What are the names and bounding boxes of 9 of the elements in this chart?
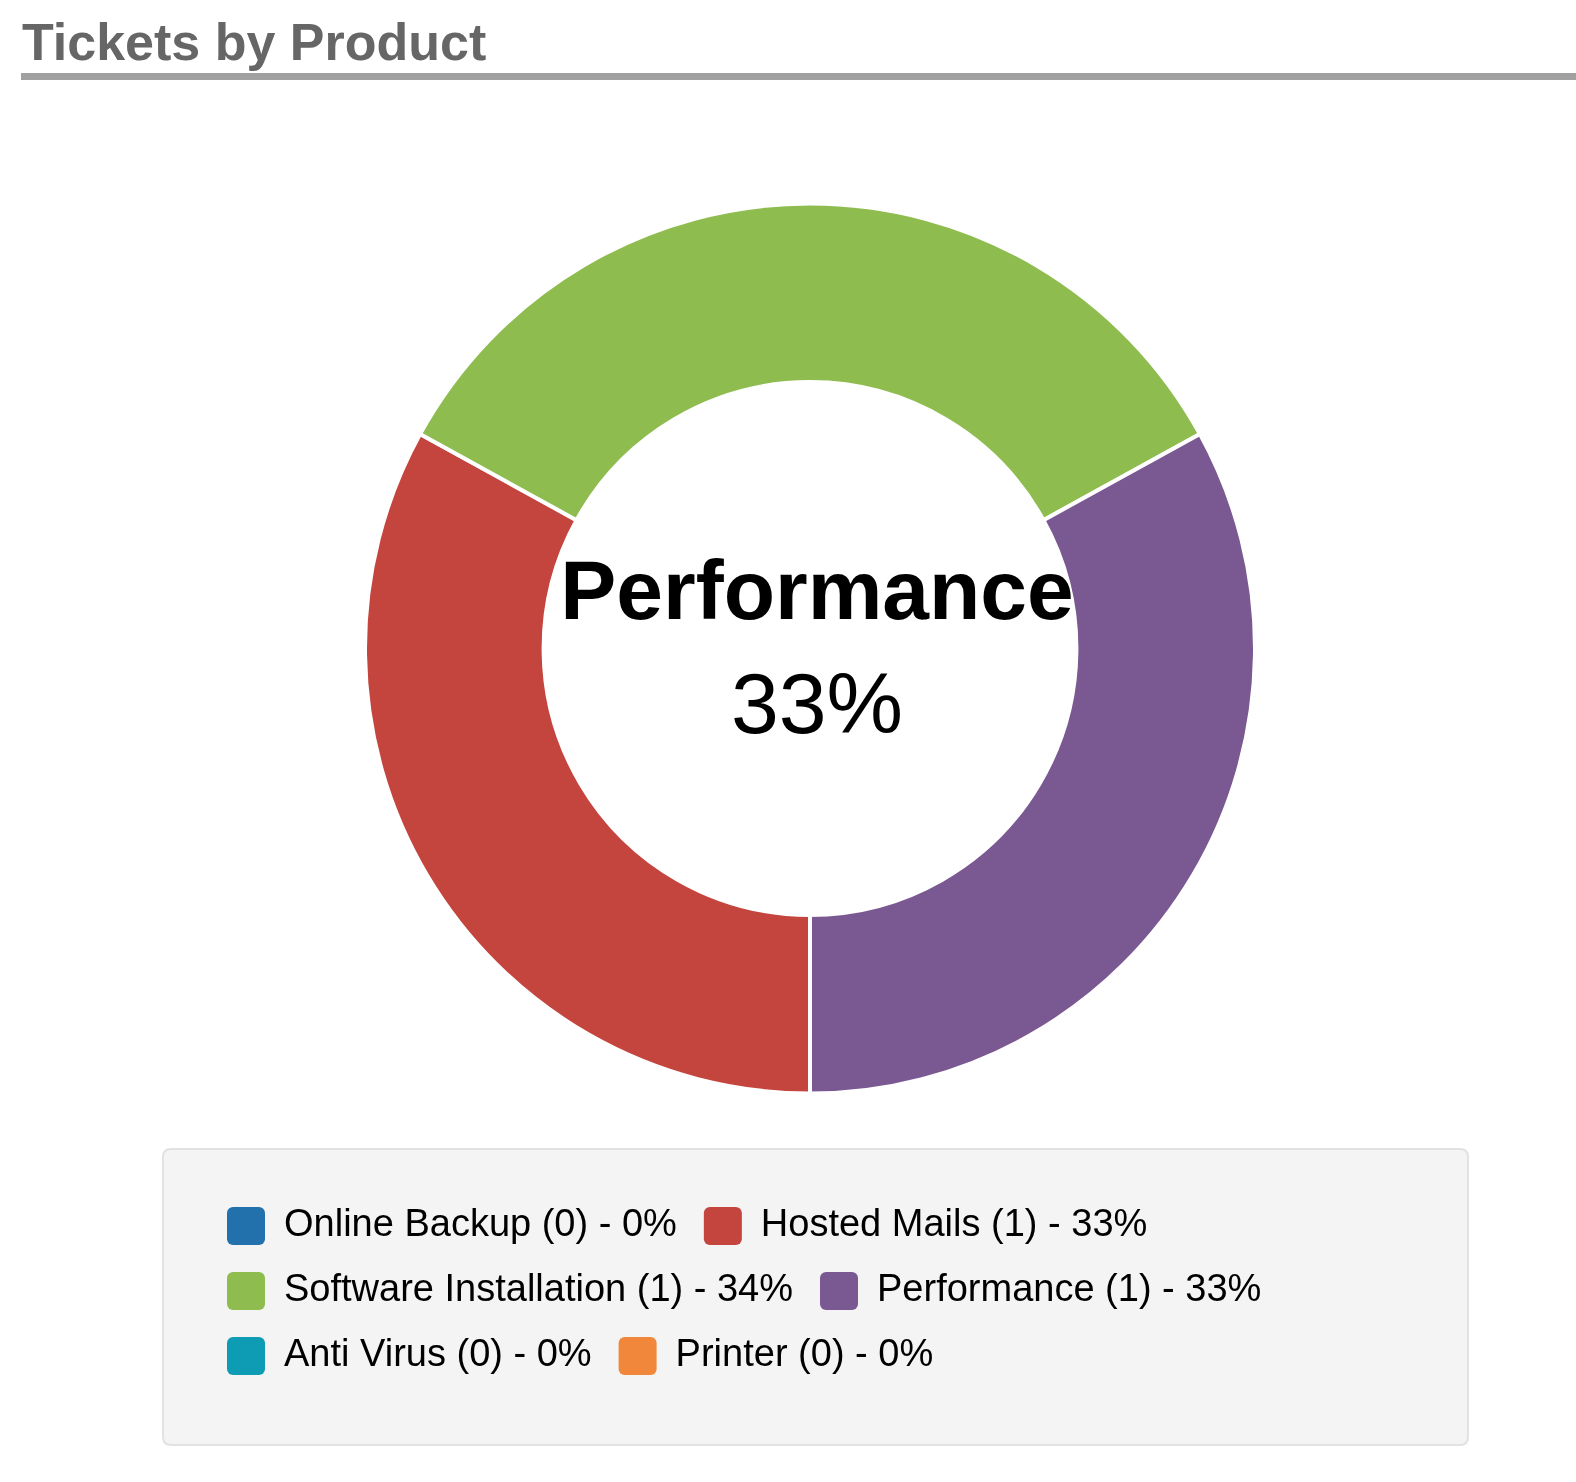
legend-label: Performance (1) - 33% (877, 1267, 1262, 1310)
legend-label: Software Installation (1) - 34% (284, 1267, 794, 1310)
legend-label: Hosted Mails (1) - 33% (760, 1202, 1148, 1245)
legend-label: Online Backup (0) - 0% (284, 1202, 677, 1245)
chart-title: Tickets by Product (22, 13, 487, 71)
legend-label: Anti Virus (0) - 0% (284, 1332, 592, 1375)
text: 33% (730, 654, 904, 751)
text: Performance (560, 542, 1074, 637)
legend-label: Printer (0) - 0% (675, 1332, 934, 1375)
